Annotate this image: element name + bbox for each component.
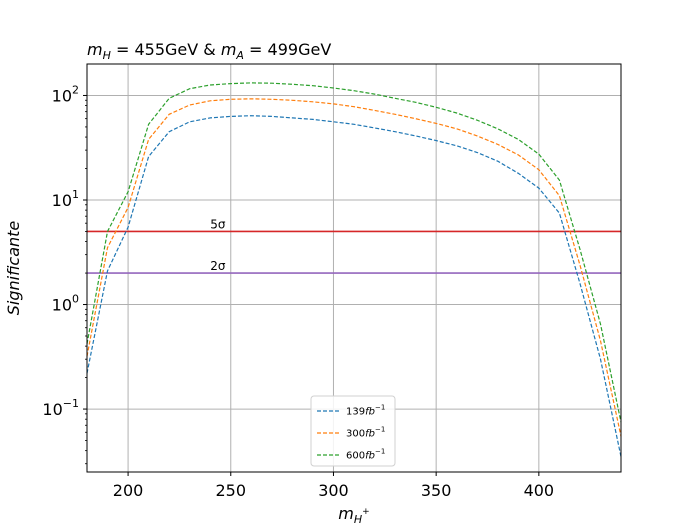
reference-label-5sigma: 5σ <box>210 217 226 231</box>
chart-title: mH = 455GeV & mA = 499GeV <box>87 40 331 62</box>
legend: 139fb−1 300fb−1 600fb−1 <box>310 395 396 467</box>
x-axis-label: mH+ <box>338 504 369 526</box>
y-tick-label: 10−1 <box>42 397 79 419</box>
legend-label-3: 600fb−1 <box>346 448 385 462</box>
legend-label-1: 139fb−1 <box>346 404 385 418</box>
x-tick-label: 400 <box>524 481 555 500</box>
series-line-3 <box>86 82 622 423</box>
series-line-2 <box>86 98 622 437</box>
x-tick-label: 250 <box>215 481 246 500</box>
reference-lines: 5σ 2σ <box>87 217 621 274</box>
y-axis-label: Significante <box>4 221 23 316</box>
x-tick-label: 300 <box>318 481 349 500</box>
x-axis-ticks: 200 250 300 350 400 <box>113 472 554 500</box>
y-tick-label: 101 <box>52 188 79 210</box>
y-axis-ticks: 10−1 100 101 102 <box>42 83 87 465</box>
legend-label-2: 300fb−1 <box>346 426 385 440</box>
series-line-1 <box>86 115 622 457</box>
plot-area-frame <box>86 63 622 473</box>
x-tick-label: 350 <box>421 481 452 500</box>
y-tick-label: 100 <box>52 293 79 315</box>
y-tick-label: 102 <box>52 83 79 105</box>
x-tick-label: 200 <box>113 481 144 500</box>
reference-label-2sigma: 2σ <box>210 259 226 273</box>
series-lines <box>86 82 622 457</box>
legend-box <box>310 395 396 467</box>
